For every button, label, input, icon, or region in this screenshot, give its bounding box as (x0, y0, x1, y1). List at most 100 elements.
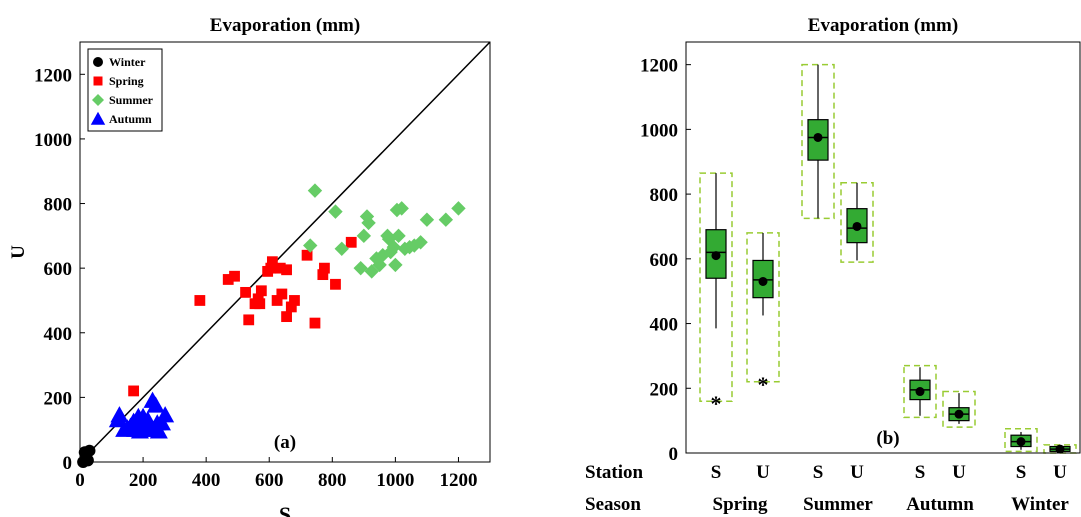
point-spring (330, 278, 341, 290)
point-spring (243, 314, 255, 326)
legend-label-winter: Winter (109, 55, 146, 69)
legend-label-autumn: Autumn (109, 112, 152, 126)
station-label: U (1053, 462, 1067, 483)
season-label: Winter (1011, 494, 1069, 515)
point-spring (289, 295, 300, 306)
point-spring (266, 256, 278, 268)
point-autumn (156, 406, 175, 423)
x-tick-label-a: 1200 (439, 470, 477, 491)
box-mean (1055, 444, 1065, 454)
row-label-station: Station (585, 462, 644, 483)
y-tick-label-b: 800 (650, 185, 679, 206)
chart-b-title: Evaporation (mm) (808, 15, 958, 36)
box-range-dashed (1004, 427, 1038, 453)
point-autumn (146, 396, 165, 413)
station-label: S (711, 462, 722, 483)
season-label: Summer (803, 494, 873, 515)
point-summer (386, 239, 402, 255)
plot-frame-b (685, 41, 1081, 454)
point-spring (319, 262, 330, 274)
x-tick-label-a: 800 (318, 470, 347, 491)
point-spring (254, 298, 266, 310)
point-spring (285, 301, 297, 313)
plot-frame-a (79, 41, 491, 463)
station-label: U (952, 462, 966, 483)
point-spring (281, 264, 292, 276)
y-tick-label-a: 200 (44, 388, 73, 409)
x-tick-label-a: 0 (75, 470, 85, 491)
station-label: S (1016, 462, 1027, 483)
season-label: Spring (713, 494, 768, 515)
point-summer (394, 201, 409, 216)
x-tick-label-a: 400 (192, 470, 221, 491)
point-autumn (110, 406, 129, 423)
box-outlier: * (758, 372, 769, 397)
point-spring (274, 262, 286, 274)
box-mean (813, 132, 823, 142)
station-label: U (850, 462, 864, 483)
point-summer (388, 257, 403, 273)
season-label: Autumn (906, 494, 974, 515)
y-tick-label-b: 600 (650, 250, 679, 271)
box-mean (711, 251, 721, 261)
box-mean (915, 387, 925, 397)
point-spring (222, 274, 234, 285)
point-spring (194, 295, 206, 306)
point-spring (271, 295, 283, 306)
point-spring (240, 286, 251, 298)
legend-marker-summer (92, 94, 104, 106)
point-summer (451, 201, 466, 216)
y-tick-label-a: 600 (44, 259, 73, 280)
point-summer (334, 241, 349, 256)
chart-a-title: Evaporation (mm) (210, 15, 360, 36)
row-label-season: Season (585, 494, 641, 515)
point-winter (83, 444, 96, 457)
y-tick-label-a: 1000 (34, 130, 72, 151)
point-summer (307, 183, 323, 198)
panel-label-b: (b) (876, 428, 899, 449)
point-summer (361, 215, 376, 231)
point-spring (345, 236, 357, 248)
station-label: U (756, 462, 770, 483)
y-tick-label-a: 1200 (34, 65, 72, 86)
point-summer (438, 212, 454, 227)
point-summer (419, 212, 435, 227)
legend-label-spring: Spring (109, 74, 144, 88)
point-summer (413, 235, 428, 250)
y-tick-label-a: 800 (44, 195, 73, 216)
y-tick-label-b: 1000 (640, 120, 678, 141)
y-tick-label-a: 400 (44, 324, 73, 345)
legend-marker-autumn (90, 111, 106, 125)
x-tick-label-a: 200 (129, 470, 158, 491)
y-axis-label-a: U (8, 245, 29, 259)
legend-marker-winter (93, 57, 103, 67)
one-to-one-line (79, 41, 491, 463)
point-spring (229, 270, 240, 282)
y-tick-label-b: 200 (650, 379, 679, 400)
point-summer (356, 228, 372, 244)
point-spring (255, 285, 267, 297)
box-mean (954, 409, 964, 419)
box-mean (1016, 437, 1026, 447)
x-axis-label-a: S (279, 502, 291, 517)
y-tick-label-b: 0 (669, 444, 679, 465)
point-spring (309, 317, 321, 329)
point-spring (281, 311, 292, 323)
point-spring (301, 249, 313, 261)
box-range-dashed (903, 364, 937, 419)
legend-marker-spring (93, 76, 103, 86)
point-spring (276, 288, 288, 300)
legend-label-summer: Summer (109, 93, 154, 107)
point-summer (353, 260, 368, 276)
y-tick-label-a: 0 (63, 453, 73, 474)
x-tick-label-a: 600 (255, 470, 284, 491)
point-summer (303, 238, 318, 253)
x-tick-label-a: 1000 (376, 470, 414, 491)
box-mean (758, 276, 768, 286)
station-label: S (915, 462, 926, 483)
y-tick-label-b: 1200 (640, 56, 678, 77)
box-outlier: * (711, 391, 722, 416)
point-summer (391, 228, 406, 244)
